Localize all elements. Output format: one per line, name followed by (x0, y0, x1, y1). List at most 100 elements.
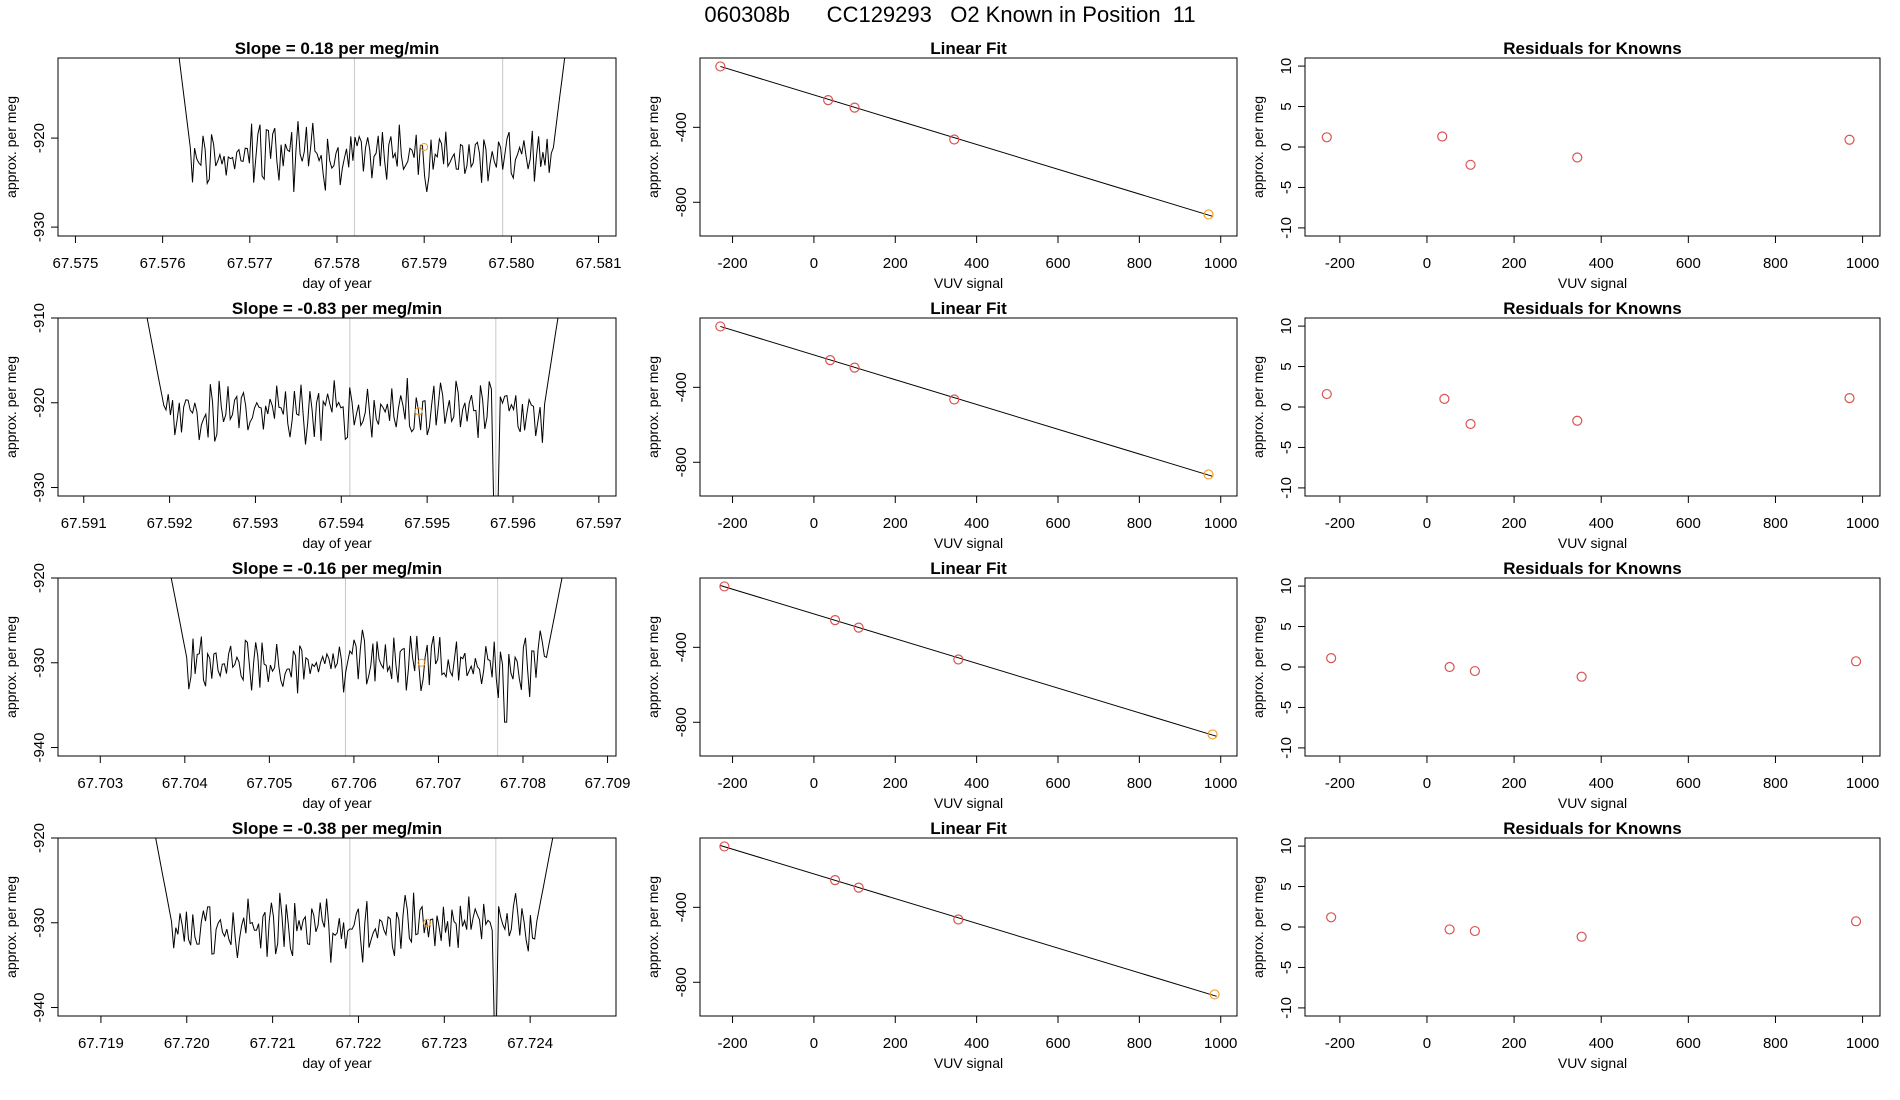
plot-title: Slope = -0.38 per meg/min (232, 819, 442, 838)
data-point (825, 355, 836, 366)
x-axis-label: day of year (302, 275, 372, 291)
sample-marker (417, 658, 426, 667)
x-tick-label: 67.724 (507, 1035, 553, 1052)
x-tick-label: 0 (810, 775, 818, 792)
y-axis-label: approx. per meg (3, 356, 19, 458)
fit-line (720, 845, 1217, 997)
fit-line (720, 65, 1213, 217)
plot-frame (1304, 837, 1881, 1017)
x-tick-label: -200 (1325, 515, 1355, 532)
plot-title: Residuals for Knowns (1503, 299, 1682, 318)
data-point (949, 394, 960, 405)
x-tick-label: -200 (1325, 1035, 1355, 1052)
x-tick-label: 400 (1589, 775, 1614, 792)
y-tick-label: -10 (1278, 997, 1295, 1019)
x-tick-label: 67.593 (233, 515, 279, 532)
x-tick-label: 800 (1763, 255, 1788, 272)
x-tick-label: 600 (1045, 515, 1070, 532)
y-tick-label: 10 (1278, 838, 1295, 855)
data-point (1465, 418, 1476, 430)
y-tick-label: 0 (1278, 403, 1295, 411)
x-tick-label: 67.723 (421, 1035, 467, 1052)
x-tick-label: 0 (1423, 775, 1431, 792)
fit-line (720, 325, 1213, 477)
x-tick-label: 67.722 (336, 1035, 382, 1052)
y-tick-label: -10 (1278, 477, 1295, 499)
x-tick-label: 200 (1502, 515, 1527, 532)
x-axis-label: VUV signal (1558, 1055, 1627, 1071)
plot-title: Residuals for Knowns (1503, 559, 1682, 578)
x-tick-label: 1000 (1846, 515, 1879, 532)
plot-frame (699, 837, 1238, 1017)
sample-marker (414, 407, 423, 416)
y-tick-label: 0 (1278, 923, 1295, 931)
y-axis-label: approx. per meg (645, 356, 661, 458)
x-tick-label: -200 (1325, 255, 1355, 272)
x-tick-label: 400 (964, 255, 989, 272)
y-tick-label: 10 (1278, 58, 1295, 75)
plot-title: Linear Fit (930, 299, 1007, 318)
fit-line (720, 585, 1217, 737)
y-axis-label: approx. per meg (3, 876, 19, 978)
data-point (829, 875, 841, 886)
plot-frame (57, 837, 617, 1017)
x-tick-label: 67.706 (331, 775, 377, 792)
x-tick-label: 800 (1127, 255, 1152, 272)
data-point (853, 882, 864, 893)
trace-line (170, 578, 563, 723)
y-tick-label: -930 (31, 473, 48, 503)
data-point (1844, 134, 1855, 145)
x-tick-label: 1000 (1204, 1035, 1237, 1052)
x-tick-label: 200 (883, 515, 908, 532)
x-tick-label: 800 (1127, 515, 1152, 532)
data-point (1572, 152, 1583, 163)
plot-frame (699, 57, 1238, 237)
x-tick-label: 67.578 (314, 255, 360, 272)
x-tick-label: 200 (1502, 255, 1527, 272)
x-axis-label: day of year (302, 535, 372, 551)
highlight-point (1209, 989, 1220, 1000)
x-tick-label: 67.575 (52, 255, 98, 272)
x-tick-label: 400 (964, 1035, 989, 1052)
y-axis-label: approx. per meg (3, 96, 19, 198)
data-point (1437, 131, 1448, 142)
y-tick-label: -920 (31, 563, 48, 593)
highlight-point (1203, 469, 1214, 480)
x-tick-label: 800 (1127, 1035, 1152, 1052)
trace-line (155, 838, 554, 1016)
plot-title: Slope = -0.83 per meg/min (232, 299, 442, 318)
y-tick-label: -800 (673, 187, 690, 217)
y-tick-label: -910 (31, 303, 48, 333)
data-point (1850, 656, 1862, 667)
x-tick-label: 800 (1127, 775, 1152, 792)
plot-frame (699, 577, 1238, 757)
data-point (719, 841, 730, 852)
x-tick-label: 800 (1763, 515, 1788, 532)
y-tick-label: -800 (673, 967, 690, 997)
x-tick-label: 67.720 (164, 1035, 210, 1052)
x-tick-label: 67.703 (77, 775, 123, 792)
plot-frame (1304, 577, 1881, 757)
data-point (1465, 159, 1476, 170)
plot-title: Linear Fit (930, 819, 1007, 838)
y-tick-label: -940 (31, 993, 48, 1023)
data-point (1326, 912, 1337, 923)
x-tick-label: 600 (1045, 775, 1070, 792)
y-tick-label: 5 (1278, 102, 1295, 110)
x-tick-label: 1000 (1204, 255, 1237, 272)
y-tick-label: 10 (1278, 578, 1295, 595)
x-axis-label: VUV signal (934, 795, 1003, 811)
y-tick-label: 5 (1278, 362, 1295, 370)
x-tick-label: 600 (1045, 255, 1070, 272)
trace-line (178, 58, 566, 193)
plot-frame (1304, 57, 1881, 237)
x-tick-label: 1000 (1846, 255, 1879, 272)
data-point (823, 95, 834, 106)
plot-frame (57, 317, 617, 497)
data-point (849, 362, 860, 373)
x-tick-label: 67.594 (318, 515, 364, 532)
x-tick-label: 600 (1676, 775, 1701, 792)
x-tick-label: 0 (810, 515, 818, 532)
x-tick-label: 67.592 (147, 515, 193, 532)
